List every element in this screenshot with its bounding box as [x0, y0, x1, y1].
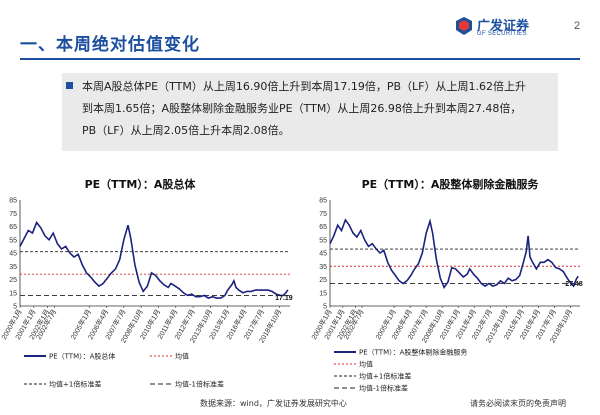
chart-2-ytick-3: 35: [319, 264, 327, 271]
chart-1-ytick-4: 45: [9, 251, 17, 258]
chart-2-ytick-0: 5: [323, 304, 327, 311]
disclaimer-link[interactable]: 请务必阅读末页的免责声明: [470, 399, 566, 408]
chart-1-legend-label-2: 均值+1倍标准差: [49, 380, 101, 389]
chart-1-ytick-5: 55: [9, 237, 17, 244]
chart-2-legend-label-3: 均值-1倍标准差: [359, 384, 408, 393]
chart-2-ytick-2: 25: [319, 277, 327, 284]
chart-2-legend-label-0: PE（TTM）：A股整体剔除金融服务: [359, 348, 467, 357]
logo-text-en: GF SECURITIES: [477, 31, 527, 37]
gf-logo-icon: [456, 17, 472, 35]
page-number: 2: [574, 20, 581, 32]
summary-line-3: PB（LF）从上周2.05倍上升本周2.08倍。: [82, 124, 290, 137]
chart-2-ytick-5: 55: [319, 237, 327, 244]
chart-1-ytick-6: 65: [9, 224, 17, 231]
chart-1-ytick-2: 25: [9, 277, 17, 284]
chart-1-legend-label-3: 均值-1倍标准差: [175, 380, 224, 389]
chart-1-end-label: 17.19: [275, 295, 293, 302]
summary-line-1: 本周A股总体PE（TTM）从上周16.90倍上升到本周17.19倍，PB（LF）…: [82, 80, 526, 93]
logo-text-cn: 广发证券: [477, 19, 530, 34]
page-title: 一、本周绝对估值变化: [20, 35, 200, 55]
chart-1-ytick-7: 75: [9, 211, 17, 218]
chart-1-ytick-8: 85: [9, 198, 17, 205]
chart-2-end-label: 27.48: [565, 281, 583, 288]
title-divider: [20, 58, 580, 60]
chart-1-ytick-1: 15: [9, 290, 17, 297]
chart-2-legend-label-2: 均值+1倍标准差: [359, 372, 411, 381]
company-logo: 广发证券 GF SECURITIES: [455, 14, 565, 40]
chart-2-ytick-6: 65: [319, 224, 327, 231]
chart-2-series-line: [329, 218, 579, 290]
chart-2-ytick-7: 75: [319, 211, 327, 218]
chart-1-legend-label-1: 均值: [175, 352, 189, 361]
summary-line-2: 到本周1.65倍；A股整体剔除金融服务业PE（TTM）从上周26.98倍上升到本…: [82, 102, 522, 115]
chart-1-series-line: [19, 220, 289, 299]
chart-1-ytick-3: 35: [9, 264, 17, 271]
chart-2-ytick-1: 15: [319, 290, 327, 297]
chart-1-legend-label-0: PE（TTM）：A股总体: [49, 352, 115, 361]
summary-box: [62, 73, 558, 151]
chart-2-ytick-4: 45: [319, 251, 327, 258]
chart-1-ytick-0: 5: [13, 304, 17, 311]
chart-2-legend-label-1: 均值: [359, 360, 373, 369]
chart-2-ytick-8: 85: [319, 198, 327, 205]
chart-1-title: PE（TTM）：A股总体: [85, 177, 197, 191]
chart-2-title: PE（TTM）：A股整体剔除金融服务: [362, 177, 540, 191]
data-source: 数据来源：wind，广发证券发展研究中心: [200, 399, 347, 408]
bullet-square-icon: [66, 82, 73, 89]
